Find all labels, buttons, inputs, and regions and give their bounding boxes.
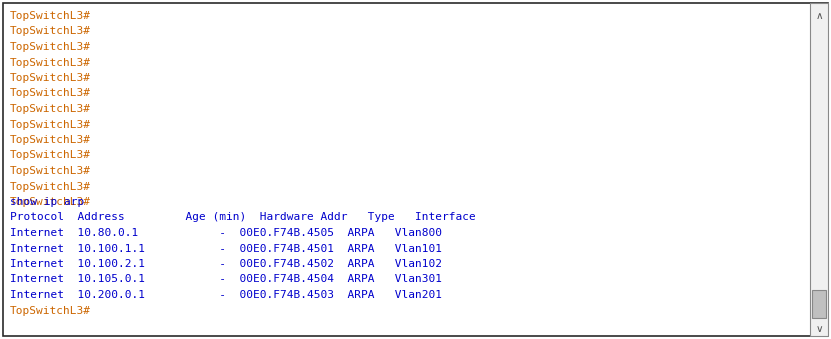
- Text: TopSwitchL3#: TopSwitchL3#: [10, 181, 91, 192]
- Bar: [810, 3, 828, 336]
- Text: TopSwitchL3#: TopSwitchL3#: [10, 58, 91, 67]
- Text: TopSwitchL3#: TopSwitchL3#: [10, 26, 91, 37]
- Text: TopSwitchL3#: TopSwitchL3#: [10, 151, 91, 160]
- Text: show ip arp: show ip arp: [10, 197, 84, 207]
- Text: Internet  10.100.1.1           -  00E0.F74B.4501  ARPA   Vlan101: Internet 10.100.1.1 - 00E0.F74B.4501 ARP…: [10, 243, 442, 254]
- Text: TopSwitchL3#: TopSwitchL3#: [10, 120, 91, 129]
- Text: TopSwitchL3#: TopSwitchL3#: [10, 73, 91, 83]
- Text: Internet  10.105.0.1           -  00E0.F74B.4504  ARPA   Vlan301: Internet 10.105.0.1 - 00E0.F74B.4504 ARP…: [10, 275, 442, 284]
- Text: TopSwitchL3#: TopSwitchL3#: [10, 104, 91, 114]
- Text: Internet  10.100.2.1           -  00E0.F74B.4502  ARPA   Vlan102: Internet 10.100.2.1 - 00E0.F74B.4502 ARP…: [10, 259, 442, 269]
- Text: Protocol  Address         Age (min)  Hardware Addr   Type   Interface: Protocol Address Age (min) Hardware Addr…: [10, 213, 476, 222]
- Text: ∨: ∨: [815, 324, 823, 334]
- Text: TopSwitchL3#: TopSwitchL3#: [10, 166, 91, 176]
- Text: TopSwitchL3#: TopSwitchL3#: [10, 42, 91, 52]
- Text: ∧: ∧: [815, 11, 823, 21]
- Text: Internet  10.200.0.1           -  00E0.F74B.4503  ARPA   Vlan201: Internet 10.200.0.1 - 00E0.F74B.4503 ARP…: [10, 290, 442, 300]
- Text: Internet  10.80.0.1            -  00E0.F74B.4505  ARPA   Vlan800: Internet 10.80.0.1 - 00E0.F74B.4505 ARPA…: [10, 228, 442, 238]
- Bar: [812, 290, 826, 318]
- Text: TopSwitchL3#: TopSwitchL3#: [10, 11, 91, 21]
- Text: TopSwitchL3#: TopSwitchL3#: [10, 305, 91, 316]
- Text: TopSwitchL3#: TopSwitchL3#: [10, 88, 91, 99]
- Text: TopSwitchL3#: TopSwitchL3#: [10, 197, 91, 207]
- Text: TopSwitchL3#: TopSwitchL3#: [10, 135, 91, 145]
